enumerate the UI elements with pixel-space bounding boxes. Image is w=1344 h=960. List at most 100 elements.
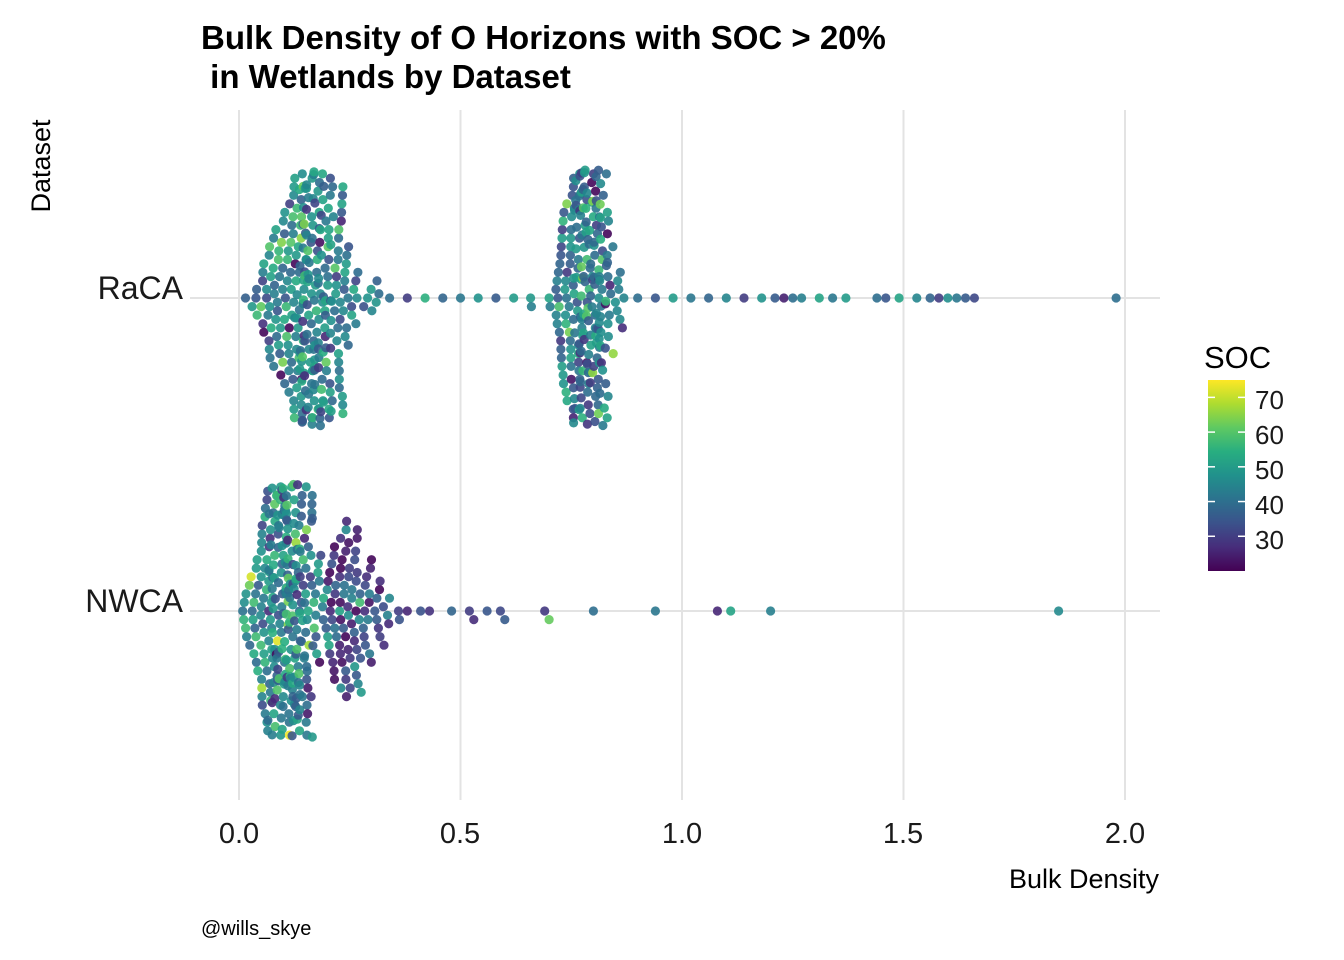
data-point-nwca xyxy=(351,576,361,586)
data-point-raca xyxy=(324,225,334,235)
data-point-raca xyxy=(598,365,608,375)
data-point-raca xyxy=(595,276,605,286)
data-point-nwca xyxy=(375,576,385,586)
data-point-nwca xyxy=(257,538,267,548)
data-point-nwca xyxy=(310,589,321,599)
data-point-raca xyxy=(353,267,363,277)
data-point-raca xyxy=(566,353,576,363)
data-point-raca xyxy=(337,190,348,200)
data-point-raca xyxy=(299,284,309,294)
data-point-nwca xyxy=(307,490,317,501)
data-point-raca xyxy=(585,378,595,388)
data-point-nwca xyxy=(296,636,306,647)
data-point-raca xyxy=(286,284,296,294)
data-point-nwca xyxy=(374,585,385,595)
data-point-nwca xyxy=(336,683,346,693)
data-point-nwca xyxy=(305,572,315,582)
data-point-raca xyxy=(258,276,268,286)
data-point-nwca xyxy=(372,615,382,625)
data-point-raca xyxy=(770,293,780,303)
data-point-nwca xyxy=(327,559,337,569)
data-point-raca xyxy=(595,199,605,209)
data-point-nwca xyxy=(257,520,267,531)
data-point-raca xyxy=(606,289,616,299)
data-point-nwca xyxy=(262,555,272,565)
data-point-nwca xyxy=(588,606,599,616)
data-point-nwca xyxy=(351,606,361,616)
data-point-raca xyxy=(278,284,288,294)
data-point-nwca xyxy=(335,649,345,659)
data-point-nwca xyxy=(354,615,364,625)
data-point-nwca xyxy=(372,593,382,603)
data-point-nwca xyxy=(290,529,300,539)
data-point-raca xyxy=(934,293,944,303)
data-point-nwca xyxy=(303,542,313,552)
data-point-raca xyxy=(788,293,798,303)
data-point-nwca xyxy=(249,649,259,659)
data-point-raca xyxy=(289,190,299,200)
data-point-raca xyxy=(561,387,571,397)
data-point-raca xyxy=(610,297,621,307)
data-point-raca xyxy=(593,408,604,419)
data-point-nwca xyxy=(339,580,349,590)
data-point-nwca xyxy=(323,576,333,586)
data-point-raca xyxy=(552,276,562,286)
data-point-nwca xyxy=(270,694,280,704)
data-point-nwca xyxy=(302,700,312,710)
data-point-raca xyxy=(337,199,347,209)
data-point-raca xyxy=(615,314,625,324)
data-point-raca xyxy=(1111,293,1121,303)
data-point-raca xyxy=(568,383,579,393)
color-legend: SOC 70 60 50 40 30 xyxy=(1204,340,1284,571)
data-point-nwca xyxy=(366,555,377,565)
data-point-raca xyxy=(591,186,601,196)
data-point-nwca xyxy=(384,619,394,629)
data-point-raca xyxy=(402,293,412,303)
data-point-raca xyxy=(438,293,448,303)
data-point-nwca xyxy=(302,666,312,676)
data-point-nwca xyxy=(352,567,362,578)
data-point-nwca xyxy=(325,606,335,616)
data-point-nwca xyxy=(250,623,260,633)
data-point-nwca xyxy=(328,657,338,667)
data-point-nwca xyxy=(262,666,272,676)
data-point-raca xyxy=(603,391,613,401)
data-point-raca xyxy=(252,310,262,320)
data-point-raca xyxy=(617,323,628,333)
data-point-raca xyxy=(347,302,357,312)
data-point-nwca xyxy=(331,632,342,642)
data-point-nwca xyxy=(335,606,345,616)
data-point-nwca xyxy=(337,555,347,565)
data-point-raca xyxy=(596,234,606,244)
data-point-raca xyxy=(293,323,303,333)
data-point-raca xyxy=(319,181,329,191)
data-point-raca xyxy=(491,293,501,303)
data-point-nwca xyxy=(343,610,354,620)
data-point-nwca xyxy=(270,594,280,604)
data-point-raca xyxy=(325,173,335,183)
data-point-raca xyxy=(321,357,331,367)
data-point-nwca xyxy=(341,525,351,535)
data-point-raca xyxy=(266,323,276,333)
data-point-raca xyxy=(320,263,330,273)
caption-credit: @wills_skye xyxy=(201,918,311,940)
data-point-nwca xyxy=(284,709,294,719)
data-point-raca xyxy=(272,297,282,307)
data-point-raca xyxy=(366,284,376,294)
data-point-nwca xyxy=(312,649,322,659)
data-point-nwca xyxy=(355,653,366,663)
data-point-nwca xyxy=(351,546,361,556)
data-point-raca xyxy=(326,406,336,416)
data-point-raca xyxy=(276,370,286,380)
data-point-nwca xyxy=(258,619,268,629)
data-point-raca xyxy=(757,293,767,303)
data-point-nwca xyxy=(359,632,369,642)
data-point-nwca xyxy=(325,567,335,578)
data-point-nwca xyxy=(329,550,339,561)
data-point-raca xyxy=(334,366,344,376)
data-point-raca xyxy=(586,259,596,269)
data-point-nwca xyxy=(500,615,510,625)
data-point-nwca xyxy=(307,499,317,509)
data-point-raca xyxy=(828,293,838,303)
data-point-raca xyxy=(570,328,580,338)
